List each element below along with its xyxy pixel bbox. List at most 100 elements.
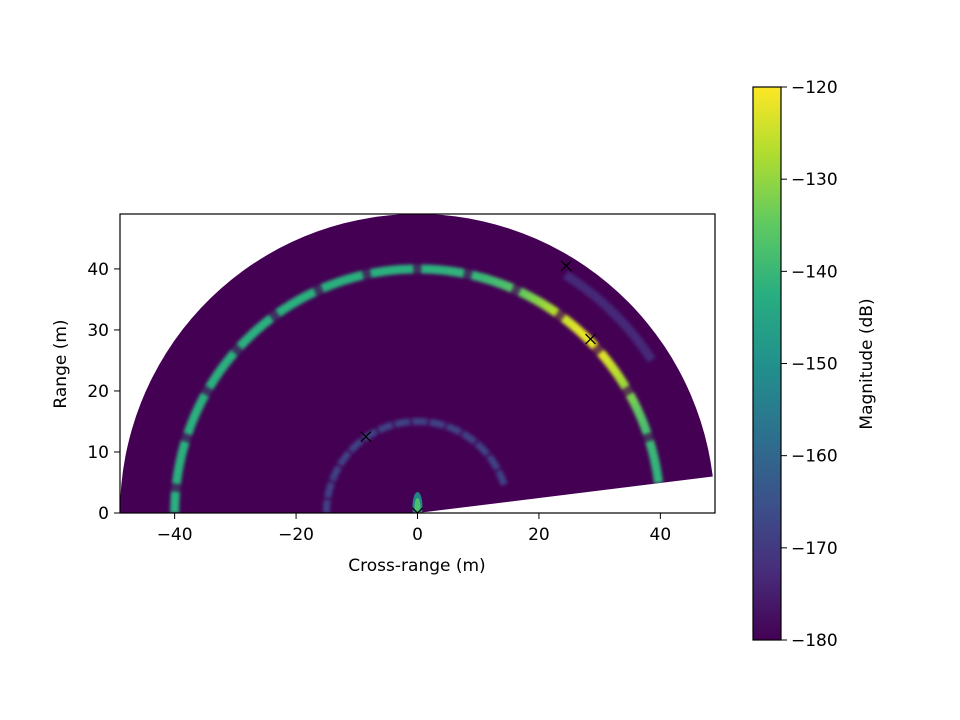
ring-segment [525,291,534,302]
ring-segment [497,474,505,479]
ring-segment [194,400,206,409]
ring-segment [477,443,484,450]
ring-segment [646,444,657,451]
ring-segment [482,273,490,284]
ring-segment [591,343,602,353]
ring-segment [304,289,314,300]
ring-segment [454,267,461,278]
ring-segment [354,441,361,448]
y-axis-label: Range (m) [51,319,71,408]
ring-segment [187,415,199,424]
ring-segment [623,388,634,397]
ring-segment [481,448,488,455]
ring-segment [619,380,630,390]
ring-segment [490,461,498,467]
ring-segment [621,384,632,394]
ring-segment [635,411,646,420]
ring-segment [566,273,577,285]
ring-segment [629,399,640,408]
ring-segment [320,282,329,293]
ring-segment [357,270,364,281]
ring-segment [506,282,515,293]
ring-segment [346,449,353,456]
ring-segment [636,340,648,351]
ring-segment [472,439,479,446]
ring-segment [618,318,629,329]
ring-segment [374,427,380,435]
ring-segment [356,439,363,446]
ring-segment [557,311,567,322]
ring-segment [383,423,388,431]
ring-segment [335,464,343,470]
ring-segment [467,435,474,442]
ring-segment [347,448,354,455]
ring-segment [282,302,292,313]
ring-segment [196,396,208,405]
y-tick-label: 10 [87,443,109,463]
ring-segment [339,458,346,464]
ring-segment [386,265,393,276]
ring-segment [172,474,183,481]
ring-segment [179,440,190,448]
ring-segment [338,459,345,466]
ring-segment [217,363,228,373]
ring-segment [176,452,187,460]
ring-segment [597,349,607,359]
ring-segment [461,430,467,438]
ring-segment [633,407,644,416]
ring-segment [327,482,335,486]
ring-segment [371,429,377,437]
ring-segment [498,279,507,290]
colorbar-label: Magnitude (dB) [857,298,877,429]
ring-segment [578,281,589,293]
ring-segment [650,460,661,468]
ring-segment [466,269,474,280]
ring-segment [599,352,610,363]
ring-segment [496,471,504,476]
ring-segment [496,472,504,478]
colorbar-tick-label: −130 [791,170,838,190]
ring-segment [490,276,499,287]
ring-segment [361,269,368,280]
ring-segment [468,436,475,443]
ring-segment [627,329,639,340]
ring-segment [381,424,387,432]
ring-segment [367,431,373,439]
ring-segment [488,457,495,463]
ring-segment [334,465,342,471]
ring-segment [473,440,480,447]
ring-segment [268,311,278,322]
ring-segment [193,404,204,413]
ring-segment [224,353,235,363]
ring-segment [389,421,394,429]
ring-segment [594,346,605,356]
ring-segment [652,473,663,480]
ring-segment [336,462,344,468]
x-tick-label: 20 [528,525,550,545]
ring-segment [189,411,200,420]
ring-segment [278,304,288,315]
ring-segment [180,436,191,444]
ring-segment [600,300,612,312]
ring-segment [550,306,560,317]
ring-segment [378,266,385,277]
ring-segment [342,453,350,459]
ring-segment [377,426,382,434]
ring-segment [457,428,462,436]
ring-segment [182,432,193,440]
ring-segment [344,450,352,457]
ring-segment [332,469,340,475]
ring-segment [236,340,247,350]
ring-segment [242,334,252,344]
ring-segment [374,267,381,278]
ring-segment [625,392,636,401]
ring-segment [454,426,459,434]
ring-segment [521,289,530,300]
ring-segment [388,422,392,430]
ring-segment [536,297,545,308]
ring-segment [604,304,615,315]
ring-segment [590,291,600,302]
ring-segment [340,275,348,286]
ring-segment [451,425,456,433]
ring-segment [470,270,478,281]
